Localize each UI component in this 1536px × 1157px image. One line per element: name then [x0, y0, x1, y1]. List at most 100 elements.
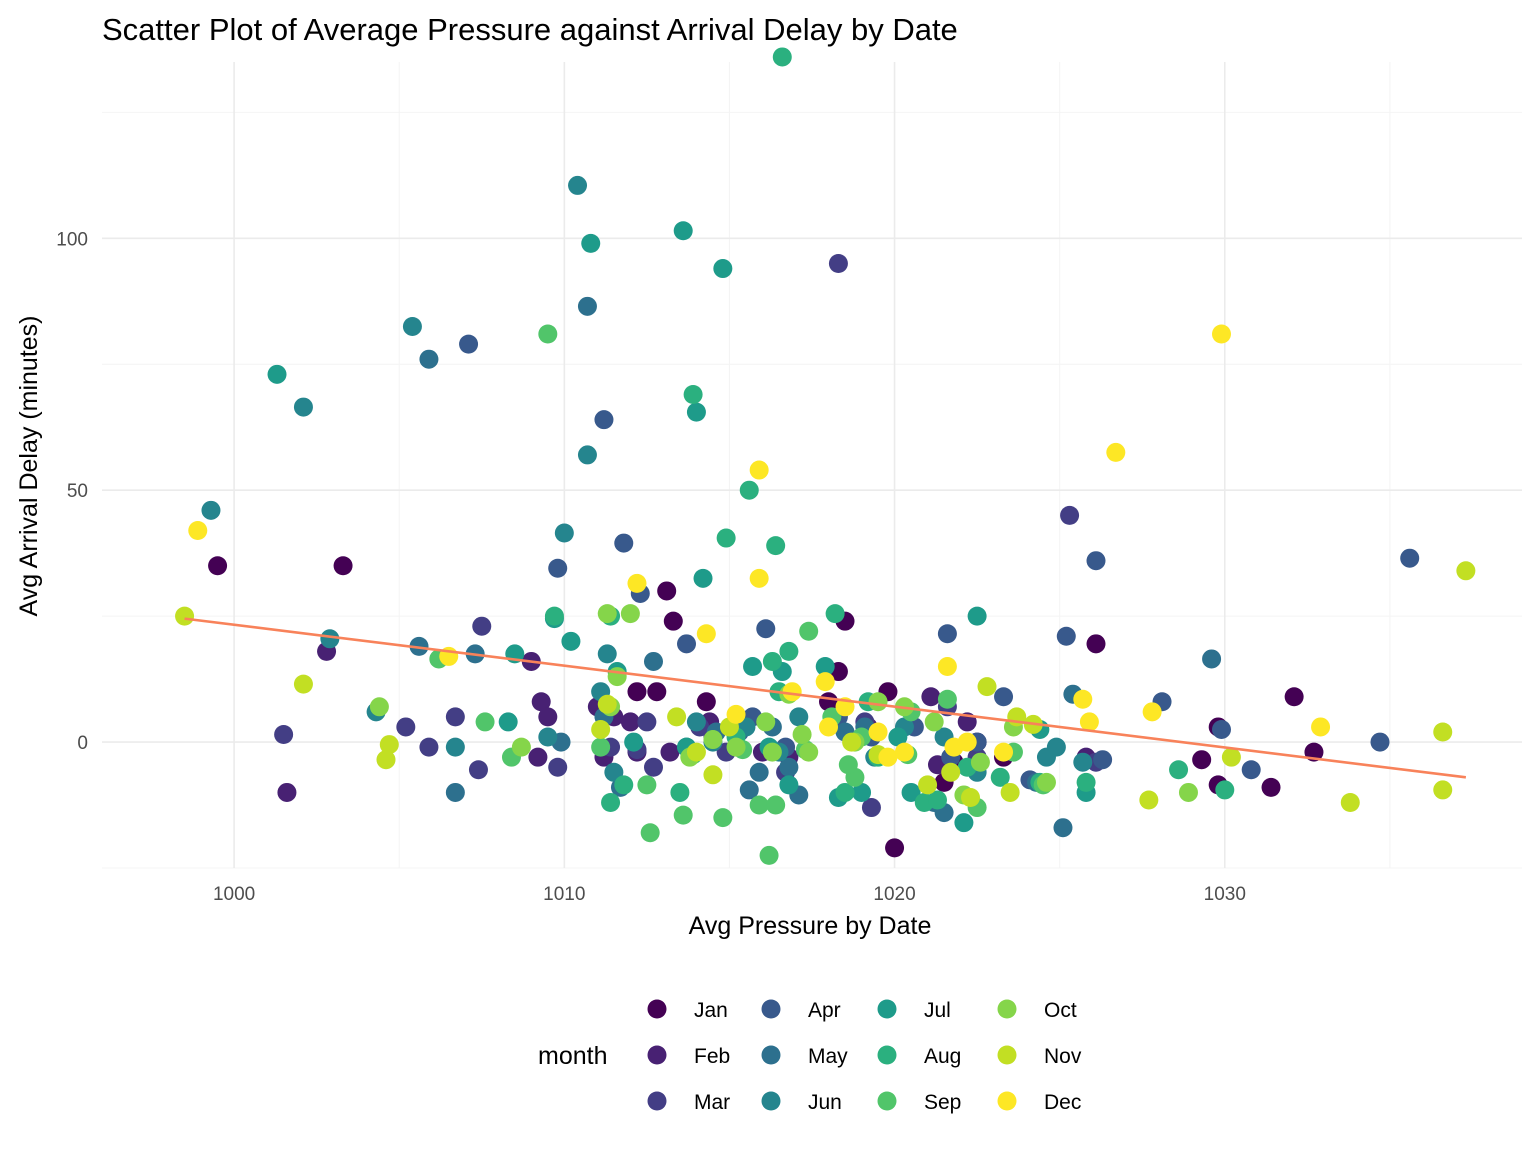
- data-point-aug: [683, 384, 703, 404]
- x-tick-label: 1010: [543, 884, 585, 905]
- data-point-jul: [888, 727, 908, 747]
- data-point-jul: [713, 259, 733, 279]
- data-point-jul: [954, 813, 974, 833]
- data-point-jul: [779, 775, 799, 795]
- data-point-jul: [581, 233, 601, 253]
- data-point-dec: [1079, 712, 1099, 732]
- data-point-feb: [531, 692, 551, 712]
- data-point-sep: [591, 737, 611, 757]
- data-point-jan: [1284, 687, 1304, 707]
- data-point-nov: [667, 707, 687, 727]
- data-point-aug: [762, 651, 782, 671]
- data-point-may: [1202, 649, 1222, 669]
- data-point-jan: [333, 556, 353, 576]
- legend-key-jan: [647, 999, 667, 1019]
- data-point-dec: [1073, 689, 1093, 709]
- data-point-jul: [852, 782, 872, 802]
- legend-label-apr: Apr: [808, 999, 841, 1022]
- data-point-dec: [1311, 717, 1331, 737]
- data-point-oct: [607, 667, 627, 687]
- x-tick-label: 1030: [1204, 884, 1246, 905]
- data-point-jan: [696, 692, 716, 712]
- data-point-apr: [548, 558, 568, 578]
- data-point-dec: [957, 732, 977, 752]
- data-point-mar: [643, 757, 663, 777]
- legend-key-oct: [997, 999, 1017, 1019]
- data-point-dec: [994, 742, 1014, 762]
- data-point-sep: [538, 324, 558, 344]
- data-point-aug: [739, 480, 759, 500]
- data-point-jul: [901, 782, 921, 802]
- legend-label-jan: Jan: [694, 999, 728, 1022]
- data-point-jun: [1073, 752, 1093, 772]
- data-point-aug: [927, 790, 947, 810]
- data-point-jun: [402, 316, 422, 336]
- legend-label-jun: Jun: [808, 1091, 842, 1114]
- data-point-apr: [594, 410, 614, 430]
- data-point-jul: [267, 364, 287, 384]
- data-point-jan: [1192, 750, 1212, 770]
- data-point-jun: [1046, 737, 1066, 757]
- data-point-oct: [511, 737, 531, 757]
- data-point-oct: [756, 712, 776, 732]
- data-point-aug: [670, 782, 690, 802]
- data-point-apr: [937, 624, 957, 644]
- data-point-oct: [597, 604, 617, 624]
- data-point-may: [749, 762, 769, 782]
- data-point-aug: [1169, 760, 1189, 780]
- data-point-jul: [743, 657, 763, 676]
- data-point-apr: [994, 687, 1014, 707]
- data-point-dec: [782, 682, 802, 702]
- data-point-jan: [1086, 634, 1106, 654]
- data-point-jul: [624, 732, 644, 752]
- data-point-nov: [379, 735, 399, 755]
- data-point-aug: [835, 782, 855, 802]
- legend: month Jan Feb Mar Apr May Jun Jul Aug Sep Oct Nov D…: [538, 999, 1082, 1114]
- data-point-jul: [561, 631, 581, 651]
- data-point-jan: [647, 682, 667, 702]
- chart-title: Scatter Plot of Average Pressure against…: [102, 12, 958, 47]
- grid-layer: [102, 62, 1522, 869]
- data-point-nov: [1433, 780, 1453, 800]
- legend-label-oct: Oct: [1044, 999, 1077, 1022]
- data-point-apr: [1056, 626, 1076, 646]
- legend-label-sep: Sep: [924, 1091, 961, 1114]
- data-point-dec: [937, 657, 957, 676]
- data-point-oct: [1178, 782, 1198, 802]
- data-point-nov: [686, 742, 706, 762]
- data-point-jul: [967, 606, 987, 626]
- data-point-nov: [842, 732, 862, 752]
- data-point-jun: [201, 500, 221, 520]
- data-point-sep: [799, 621, 819, 641]
- legend-label-may: May: [808, 1045, 848, 1068]
- data-point-nov: [1139, 790, 1159, 810]
- data-point-oct: [924, 712, 944, 732]
- data-point-jul: [693, 568, 713, 588]
- tick-labels: 1000 1010 1020 1030 0 50 100: [56, 229, 1246, 905]
- data-point-jan: [1261, 777, 1281, 797]
- legend-label-nov: Nov: [1044, 1045, 1082, 1068]
- data-point-sep: [766, 795, 786, 815]
- data-point-oct: [703, 730, 723, 750]
- data-point-nov: [1433, 722, 1453, 742]
- data-point-dec: [819, 717, 839, 737]
- data-point-jun: [597, 644, 617, 664]
- data-point-nov: [175, 606, 195, 626]
- data-point-jan: [885, 838, 905, 858]
- data-point-dec: [1106, 442, 1126, 462]
- x-tick-label: 1000: [213, 884, 255, 905]
- data-point-nov: [703, 765, 723, 785]
- data-point-nov: [977, 677, 997, 697]
- data-point-aug: [601, 793, 621, 813]
- data-point-apr: [459, 334, 479, 354]
- data-point-jan: [627, 682, 647, 702]
- x-tick-label: 1020: [873, 884, 915, 905]
- data-point-mar: [828, 254, 848, 273]
- data-point-mar: [548, 757, 568, 777]
- data-point-sep: [749, 795, 769, 815]
- data-point-may: [445, 782, 465, 802]
- data-point-oct: [799, 742, 819, 762]
- data-point-aug: [1076, 772, 1096, 792]
- data-point-may: [409, 636, 429, 656]
